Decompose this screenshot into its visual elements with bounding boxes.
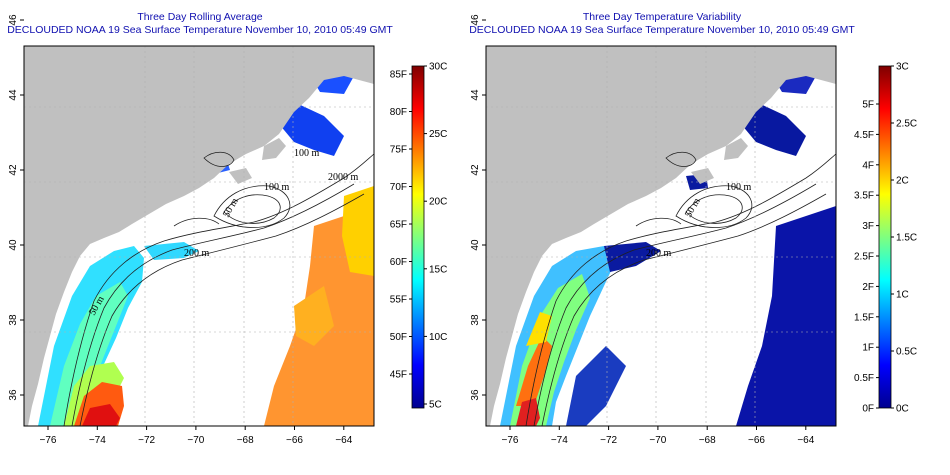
colorbar-c-tick-label: 2C: [896, 176, 909, 187]
colorbar-f-tick-label: 75F: [390, 145, 407, 156]
colorbar-f-tick-label: 4.5F: [854, 130, 874, 141]
panel1-colorbar: 45F 50F 55F 60F 65F 70F 75F 80F 85F 5C 10C 15C 20C 2…: [390, 62, 448, 411]
y-tick-label: 42: [470, 164, 481, 176]
y-tick-label: 36: [470, 389, 481, 401]
y-tick-label: 46: [470, 14, 481, 26]
x-tick-label: −76: [502, 435, 519, 446]
y-tick-label: 42: [8, 164, 19, 176]
colorbar-c-tick-label: 25C: [429, 129, 447, 140]
colorbar-f-tick-label: 0F: [862, 404, 874, 415]
x-tick-label: −64: [335, 435, 352, 446]
colorbar-f-tick-label: 70F: [390, 182, 407, 193]
panel2-contour-label-100m: 100 m: [726, 182, 752, 193]
panel2-title-line2: DECLOUDED NOAA 19 Sea Surface Temperatur…: [469, 24, 855, 36]
colorbar-f-tick-label: 1.5F: [854, 312, 874, 323]
colorbar-f-tick-label: 3.5F: [854, 191, 874, 202]
panel1-y-axis: 36 38 40 42 44 46: [8, 14, 24, 401]
colorbar-f-tick-label: 2F: [862, 282, 874, 293]
panel2-contour-label-200m: 200 m: [646, 248, 672, 259]
panel2-title-line1: Three Day Temperature Variability: [582, 11, 742, 23]
colorbar-f-tick-label: 80F: [390, 107, 407, 118]
y-tick-label: 46: [8, 14, 19, 26]
panel2-map: 100 m 50 m 200 m −76 −74 −72 −70 −68 −66 −64 3…: [470, 14, 837, 446]
x-tick-label: −76: [40, 435, 57, 446]
x-tick-label: −66: [748, 435, 765, 446]
panel1-graticule: [24, 46, 374, 426]
x-tick-label: −70: [649, 435, 666, 446]
colorbar-c-tick-label: 1.5C: [896, 233, 917, 244]
x-tick-label: −68: [699, 435, 716, 446]
x-tick-label: −74: [89, 435, 106, 446]
colorbar-f-tick-label: 50F: [390, 332, 407, 343]
colorbar-f-tick-label: 2.5F: [854, 252, 874, 263]
y-tick-label: 38: [470, 314, 481, 326]
colorbar-c-tick-label: 2.5C: [896, 119, 917, 130]
panel1-contour-label-2000m: 2000 m: [328, 172, 359, 183]
panel1-x-axis: −76 −74 −72 −70 −68 −66 −64: [40, 426, 353, 446]
colorbar-f-tick-label: 4F: [862, 160, 874, 171]
y-tick-label: 44: [8, 89, 19, 101]
colorbar-c-tick-label: 15C: [429, 264, 447, 275]
x-tick-label: −74: [551, 435, 568, 446]
x-tick-label: −64: [797, 435, 814, 446]
colorbar-f-tick-label: 0.5F: [854, 373, 874, 384]
colorbar-c-tick-label: 20C: [429, 197, 447, 208]
x-tick-label: −72: [600, 435, 617, 446]
panel1-title-line1: Three Day Rolling Average: [137, 11, 263, 23]
panel1-title: Three Day Rolling Average DECLOUDED NOAA…: [0, 11, 400, 37]
panel1-map: 200 m 100 m 50 m 100 m 2000 m 50 m −76 −7…: [8, 14, 375, 446]
colorbar-c-tick-label: 10C: [429, 332, 447, 343]
x-tick-label: −66: [286, 435, 303, 446]
x-tick-label: −70: [187, 435, 204, 446]
panel1-contour-label-100m-b: 100 m: [294, 148, 320, 159]
x-tick-label: −72: [138, 435, 155, 446]
y-tick-label: 44: [470, 89, 481, 101]
colorbar-f-tick-label: 1F: [862, 343, 874, 354]
colorbar-c-tick-label: 3C: [896, 62, 909, 73]
colorbar-c-tick-label: 0C: [896, 404, 909, 415]
y-tick-label: 40: [470, 239, 481, 251]
colorbar-f-tick-label: 3F: [862, 221, 874, 232]
panel1-title-line2: DECLOUDED NOAA 19 Sea Surface Temperatur…: [7, 24, 393, 36]
panel1-contour-label-200m: 200 m: [184, 248, 210, 259]
panel2-y-axis: 36 38 40 42 44 46: [470, 14, 486, 401]
y-tick-label: 40: [8, 239, 19, 251]
panel2-graticule: [486, 46, 836, 426]
y-tick-label: 36: [8, 389, 19, 401]
colorbar-f-tick-label: 45F: [390, 370, 407, 381]
colorbar-c-tick-label: 5C: [429, 400, 442, 411]
colorbar-f-tick-label: 60F: [390, 257, 407, 268]
colorbar-f-tick-label: 85F: [390, 70, 407, 81]
colorbar-c-tick-label: 1C: [896, 290, 909, 301]
x-tick-label: −68: [237, 435, 254, 446]
colorbar-c-tick-label: 0.5C: [896, 347, 917, 358]
panel1-contour-label-100m: 100 m: [264, 182, 290, 193]
colorbar-f-tick-label: 55F: [390, 295, 407, 306]
panel2-title: Three Day Temperature Variability DECLOU…: [462, 11, 862, 37]
y-tick-label: 38: [8, 314, 19, 326]
panel2-colorbar: 0F 0.5F 1F 1.5F 2F 2.5F 3F 3.5F 4F 4.5F 5F 0C 0.5C 1…: [854, 62, 917, 415]
panel2-x-axis: −76 −74 −72 −70 −68 −66 −64: [502, 426, 815, 446]
colorbar-f-tick-label: 65F: [390, 220, 407, 231]
colorbar-f-tick-label: 5F: [862, 100, 874, 111]
colorbar-c-tick-label: 30C: [429, 62, 447, 73]
